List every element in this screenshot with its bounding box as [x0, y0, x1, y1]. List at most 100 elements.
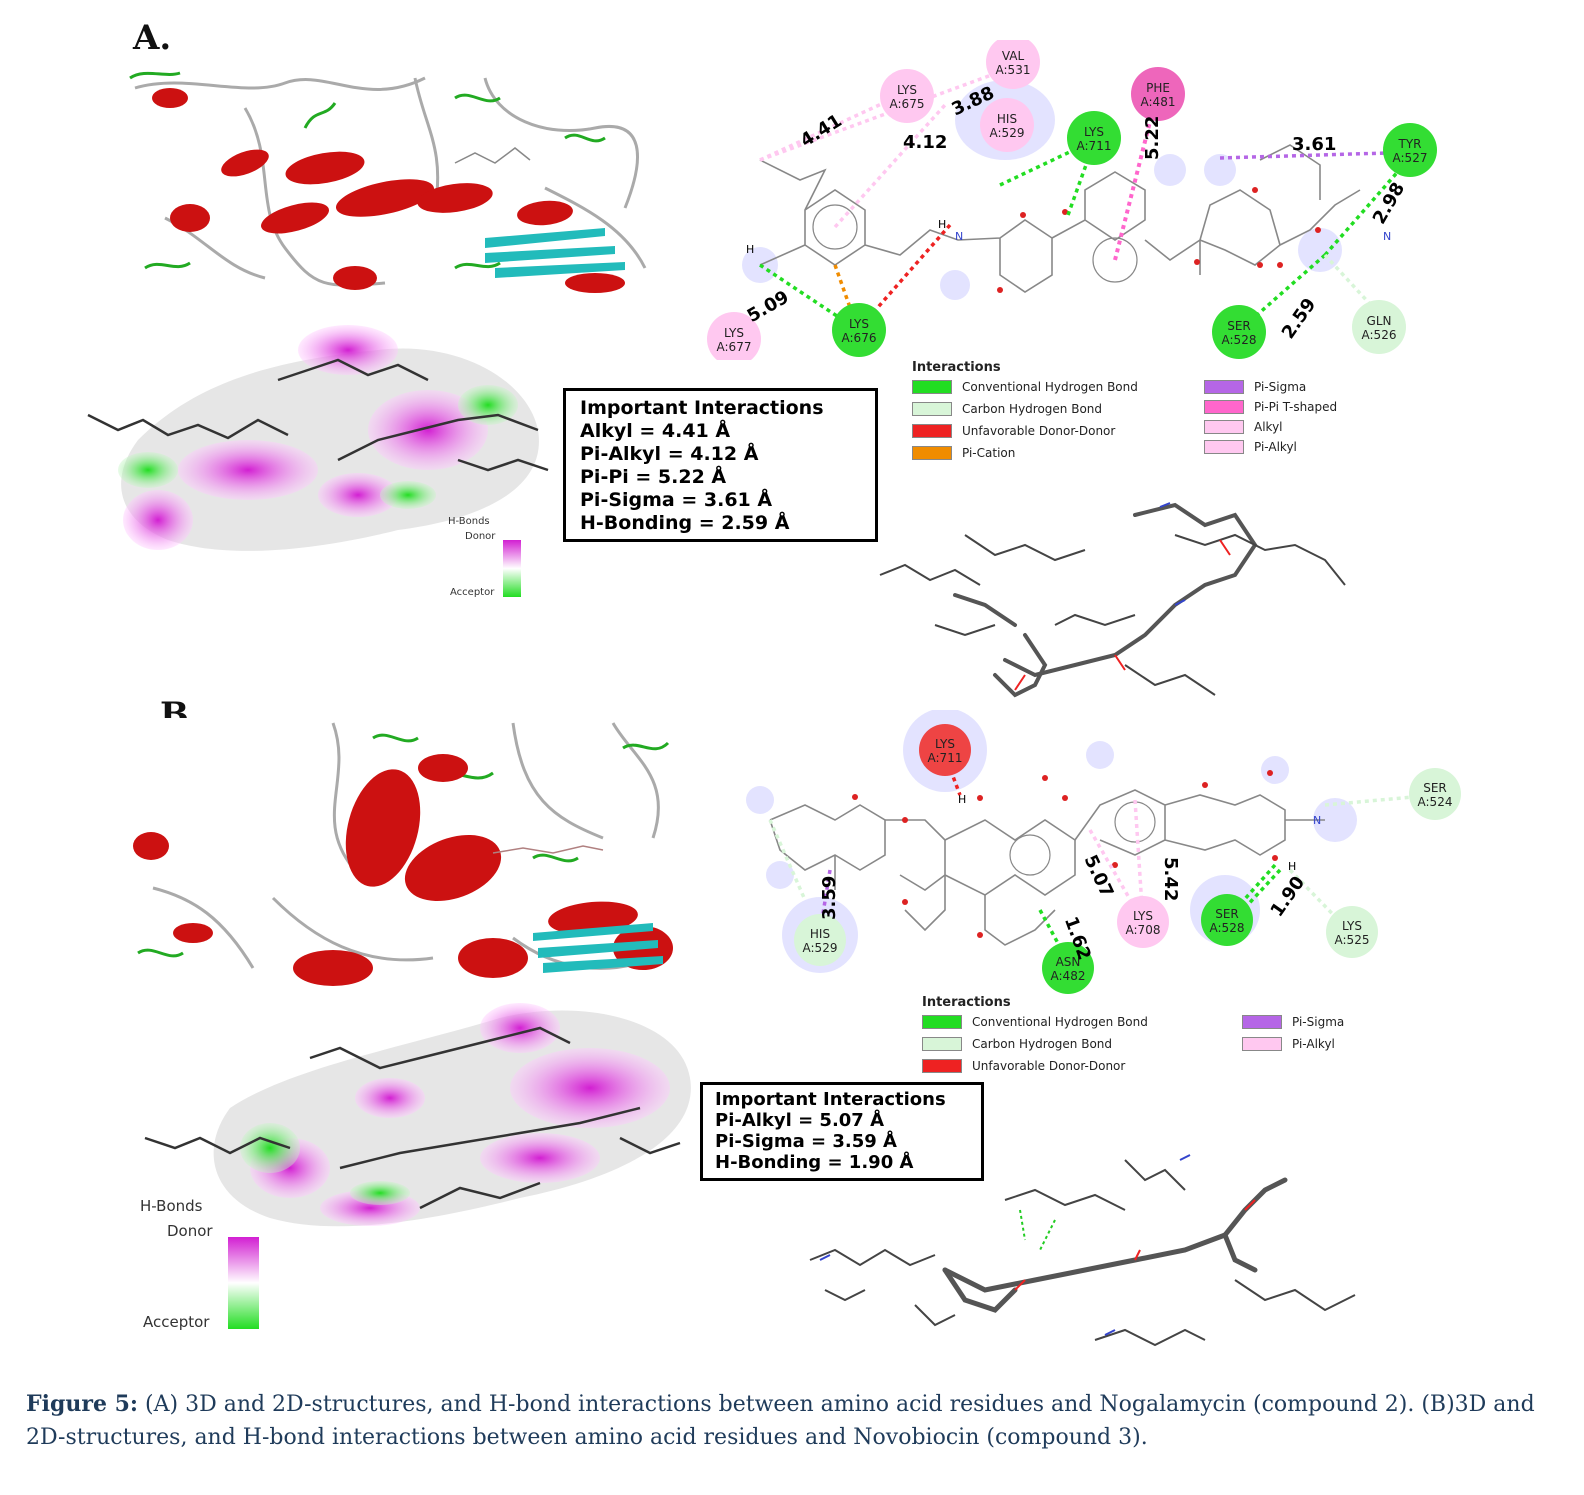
- svg-text:GLN: GLN: [1367, 314, 1392, 328]
- legend-item-b-2: Unfavorable Donor-Donor: [922, 1059, 1125, 1073]
- residue-lys-677-a: LYS A:677: [707, 312, 761, 360]
- protein-ribbon-3d-a: [125, 68, 650, 296]
- svg-text:HIS: HIS: [997, 112, 1017, 126]
- svg-text:LYS: LYS: [897, 83, 917, 97]
- svg-text:LYS: LYS: [1342, 919, 1362, 933]
- interaction-line-a-4: H-Bonding = 2.59 Å: [580, 512, 790, 534]
- svg-text:A:528: A:528: [1210, 921, 1245, 935]
- residue-lys-711-a: LYS A:711: [1067, 111, 1121, 165]
- residue-lys-711-b: LYS A:711: [919, 724, 971, 776]
- legend-item-a-4: Pi-Sigma: [1204, 380, 1306, 394]
- residue-his-529-a: HIS A:529: [980, 98, 1034, 152]
- hbonds-legend-title-b: H-Bonds: [140, 1197, 203, 1215]
- atom-hydrogen-b-1: H: [958, 793, 966, 806]
- legend-item-b-4: Pi-Alkyl: [1242, 1037, 1335, 1051]
- distance-label-b-0: 3.59: [819, 876, 840, 920]
- distance-label-a-2: 4.12: [903, 132, 947, 153]
- svg-text:LYS: LYS: [849, 317, 869, 331]
- hbonds-legend-acceptor-b: Acceptor: [143, 1313, 210, 1331]
- legend-item-a-1: Carbon Hydrogen Bond: [912, 402, 1102, 416]
- distance-label-a-6: 5.09: [744, 287, 793, 327]
- svg-text:A:531: A:531: [996, 63, 1031, 77]
- svg-text:A:525: A:525: [1335, 933, 1370, 947]
- svg-text:A:677: A:677: [717, 340, 752, 354]
- svg-text:TYR: TYR: [1398, 137, 1422, 151]
- distance-label-a-7: 2.59: [1278, 294, 1321, 342]
- residue-lys-676-a: LYS A:676: [832, 303, 886, 357]
- legend-item-a-2: Unfavorable Donor-Donor: [912, 424, 1115, 438]
- svg-text:PHE: PHE: [1146, 81, 1170, 95]
- svg-text:HIS: HIS: [810, 927, 830, 941]
- svg-text:SER: SER: [1227, 319, 1251, 333]
- hbonds-gradient-bar-b: [228, 1237, 259, 1329]
- residue-ser-528-b: SER A:528: [1201, 894, 1253, 946]
- hbonds-legend-title-a: H-Bonds: [448, 516, 490, 527]
- svg-text:LYS: LYS: [724, 326, 744, 340]
- residue-ser-528-a: SER A:528: [1212, 305, 1266, 359]
- important-interactions-box-b: Important Interactions Pi-Alkyl = 5.07 Å…: [700, 1082, 984, 1181]
- distance-label-a-5: 2.98: [1369, 179, 1409, 228]
- interactions-box-title-b: Important Interactions: [715, 1089, 946, 1110]
- svg-text:LYS: LYS: [935, 737, 955, 751]
- hbonds-legend-donor-b: Donor: [167, 1222, 213, 1240]
- residue-asn-482-b: ASN A:482: [1042, 942, 1094, 994]
- svg-text:SER: SER: [1423, 781, 1447, 795]
- legend-b: Interactions Conventional Hydrogen Bond …: [922, 995, 1382, 1075]
- legend-item-a-7: Pi-Alkyl: [1204, 440, 1297, 454]
- svg-text:A:482: A:482: [1051, 969, 1086, 983]
- svg-text:A:529: A:529: [990, 126, 1025, 140]
- atom-nitrogen-a: N: [955, 230, 963, 243]
- interaction-line-b-0: Pi-Alkyl = 5.07 Å: [715, 1110, 885, 1131]
- residue-tyr-527-a: TYR A:527: [1383, 123, 1437, 177]
- interaction-line-b-2: H-Bonding = 1.90 Å: [715, 1152, 914, 1173]
- figure-caption: Figure 5: (A) 3D and 2D-structures, and …: [26, 1388, 1560, 1454]
- distance-label-a-0: 4.41: [797, 110, 846, 151]
- svg-text:SER: SER: [1215, 907, 1239, 921]
- stick-model-3d-b: [809, 1154, 1356, 1347]
- svg-text:A:711: A:711: [928, 751, 963, 765]
- svg-text:LYS: LYS: [1084, 125, 1104, 139]
- hbonds-gradient-bar-a: [503, 540, 521, 597]
- legend-item-a-3: Pi-Cation: [912, 446, 1015, 460]
- svg-text:A:526: A:526: [1362, 328, 1397, 342]
- legend-a: Interactions Conventional Hydrogen Bond …: [912, 360, 1382, 465]
- svg-text:ASN: ASN: [1056, 955, 1081, 969]
- caption-text: (A) 3D and 2D-structures, and H-bond int…: [26, 1392, 1535, 1450]
- residue-lys-675-a: LYS A:675: [880, 69, 934, 123]
- distance-label-b-1: 5.07: [1080, 852, 1118, 901]
- svg-text:VAL: VAL: [1002, 49, 1025, 63]
- binding-surface-b: [144, 1003, 691, 1227]
- legend-item-b-0: Conventional Hydrogen Bond: [922, 1015, 1148, 1029]
- atom-nitrogen-b: N: [1313, 814, 1321, 827]
- residue-val-531-a: VAL A:531: [986, 40, 1040, 89]
- atom-hydrogen-a-1: H: [938, 218, 946, 231]
- distance-label-a-3: 5.22: [1142, 116, 1163, 160]
- legend-title-b: Interactions: [922, 995, 1011, 1010]
- legend-item-a-5: Pi-Pi T-shaped: [1204, 400, 1337, 414]
- legend-item-b-1: Carbon Hydrogen Bond: [922, 1037, 1112, 1051]
- residue-gln-526-a: GLN A:526: [1352, 300, 1406, 354]
- svg-text:A:708: A:708: [1126, 923, 1161, 937]
- interaction-diagram-2d-a: N H H N VAL A:531 LYS A:675 HIS A: [707, 40, 1437, 360]
- residue-his-529-b: HIS A:529: [794, 914, 846, 966]
- hbonds-legend-donor-a: Donor: [465, 531, 496, 542]
- svg-text:A:676: A:676: [842, 331, 877, 345]
- legend-item-a-6: Alkyl: [1204, 420, 1283, 434]
- residue-lys-708-b: LYS A:708: [1117, 896, 1169, 948]
- svg-text:LYS: LYS: [1133, 909, 1153, 923]
- legend-item-b-3: Pi-Sigma: [1242, 1015, 1344, 1029]
- residue-ser-524-b: SER A:524: [1409, 768, 1461, 820]
- distance-label-a-4: 3.61: [1292, 134, 1336, 155]
- important-interactions-box-a: Important Interactions Alkyl = 4.41 Å Pi…: [563, 388, 878, 542]
- interaction-line-a-0: Alkyl = 4.41 Å: [580, 420, 731, 442]
- stick-model-3d-a: [879, 502, 1346, 698]
- svg-text:A:524: A:524: [1418, 795, 1453, 809]
- protein-ribbon-3d-b: [133, 718, 700, 993]
- svg-text:A:711: A:711: [1077, 139, 1112, 153]
- svg-text:A:528: A:528: [1222, 333, 1257, 347]
- interaction-line-a-1: Pi-Alkyl = 4.12 Å: [580, 443, 759, 465]
- legend-title-a: Interactions: [912, 360, 1001, 375]
- legend-item-a-0: Conventional Hydrogen Bond: [912, 380, 1138, 394]
- interaction-line-b-1: Pi-Sigma = 3.59 Å: [715, 1131, 897, 1152]
- interaction-diagram-2d-b: N H H LYS A:711 SER A:524 HIS A:529 LYS …: [746, 710, 1461, 994]
